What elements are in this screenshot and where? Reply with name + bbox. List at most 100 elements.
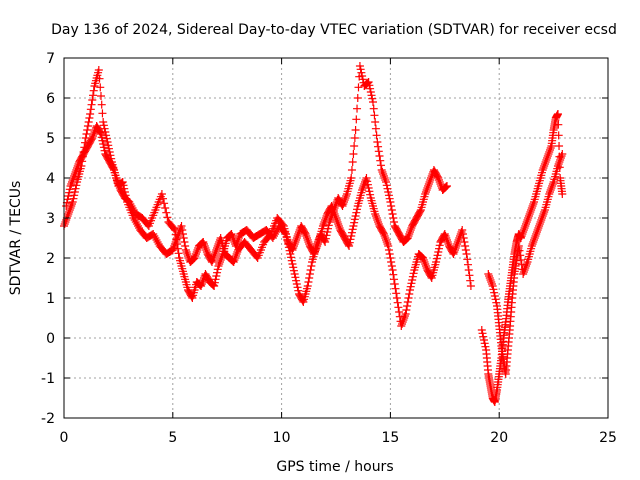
y-tick-label: 6 [46, 91, 55, 107]
data-point [451, 244, 460, 252]
data-point [322, 231, 331, 240]
data-point [63, 195, 72, 204]
data-point [211, 248, 220, 256]
data-point [374, 142, 383, 151]
data-point [84, 118, 93, 126]
data-point [89, 91, 98, 100]
data-point [407, 224, 416, 232]
data-point [522, 262, 531, 270]
data-point [380, 174, 389, 182]
y-tick-label: 0 [46, 331, 55, 347]
data-point [389, 214, 398, 222]
data-point [387, 206, 396, 214]
data-point [103, 138, 112, 146]
data-point [371, 212, 380, 220]
data-point [212, 272, 221, 280]
data-point [535, 220, 544, 228]
data-point [435, 178, 444, 186]
data-point [210, 282, 219, 290]
data-point [171, 238, 180, 246]
data-point [466, 282, 475, 290]
data-point [479, 336, 488, 344]
data-point [370, 111, 379, 120]
data-point [98, 109, 107, 118]
data-point [382, 238, 391, 246]
data-point [537, 216, 546, 224]
data-point [478, 329, 487, 338]
data-point [69, 194, 78, 203]
data-point [332, 200, 340, 208]
data-point [387, 258, 396, 266]
data-point [545, 190, 554, 198]
data-point [537, 214, 546, 222]
data-point [382, 178, 391, 186]
data-point [215, 260, 224, 268]
data-point [88, 134, 97, 142]
data-point [515, 246, 524, 255]
data-point [384, 188, 393, 196]
data-point [405, 286, 414, 294]
data-point [490, 292, 499, 300]
data-point [209, 254, 218, 262]
data-point [321, 234, 330, 243]
data-point [384, 191, 393, 200]
data-point [519, 268, 528, 276]
data-point [347, 232, 356, 240]
data-point [278, 220, 287, 229]
data-point [64, 210, 73, 218]
data-point [421, 188, 430, 196]
data-point [345, 238, 354, 247]
data-point [390, 280, 399, 288]
data-point [548, 182, 557, 190]
data-point [347, 166, 356, 174]
data-point [174, 249, 183, 258]
data-point [392, 294, 401, 302]
data-point [388, 266, 397, 274]
data-point [378, 168, 387, 176]
data-point [524, 214, 533, 222]
data-point [390, 218, 399, 226]
data-point [554, 131, 563, 140]
data-point [450, 248, 459, 256]
data-point [351, 212, 360, 220]
data-point [353, 104, 362, 113]
data-point [70, 188, 79, 196]
data-point [522, 218, 531, 226]
data-point [67, 178, 76, 186]
data-point [555, 158, 564, 166]
data-point [409, 269, 418, 278]
data-point [538, 212, 547, 220]
data-point [70, 170, 79, 178]
data-point [99, 140, 108, 148]
data-point [321, 216, 330, 224]
data-point [287, 253, 296, 262]
data-point [527, 204, 536, 212]
data-point [178, 226, 187, 234]
data-point [452, 242, 461, 250]
data-point [340, 196, 349, 204]
data-point [87, 100, 96, 109]
data-point [210, 278, 219, 287]
data-point [435, 241, 444, 250]
data-point [215, 258, 224, 266]
data-point [419, 254, 428, 262]
data-point [94, 66, 103, 74]
data-point [374, 147, 383, 156]
data-point [385, 194, 394, 203]
data-point [407, 279, 416, 288]
data-point [381, 234, 390, 242]
data-point [422, 264, 431, 272]
data-point [546, 144, 555, 152]
data-point [556, 156, 565, 164]
data-point [197, 280, 206, 288]
data-point [71, 184, 80, 193]
data-point [329, 208, 338, 216]
data-point [380, 232, 389, 240]
data-point [516, 256, 525, 264]
x-tick-label: 20 [490, 430, 508, 446]
data-point [457, 228, 466, 236]
data-point [298, 296, 307, 305]
data-point [181, 246, 190, 254]
x-axis-label: GPS time / hours [276, 459, 393, 475]
data-point [305, 240, 314, 248]
